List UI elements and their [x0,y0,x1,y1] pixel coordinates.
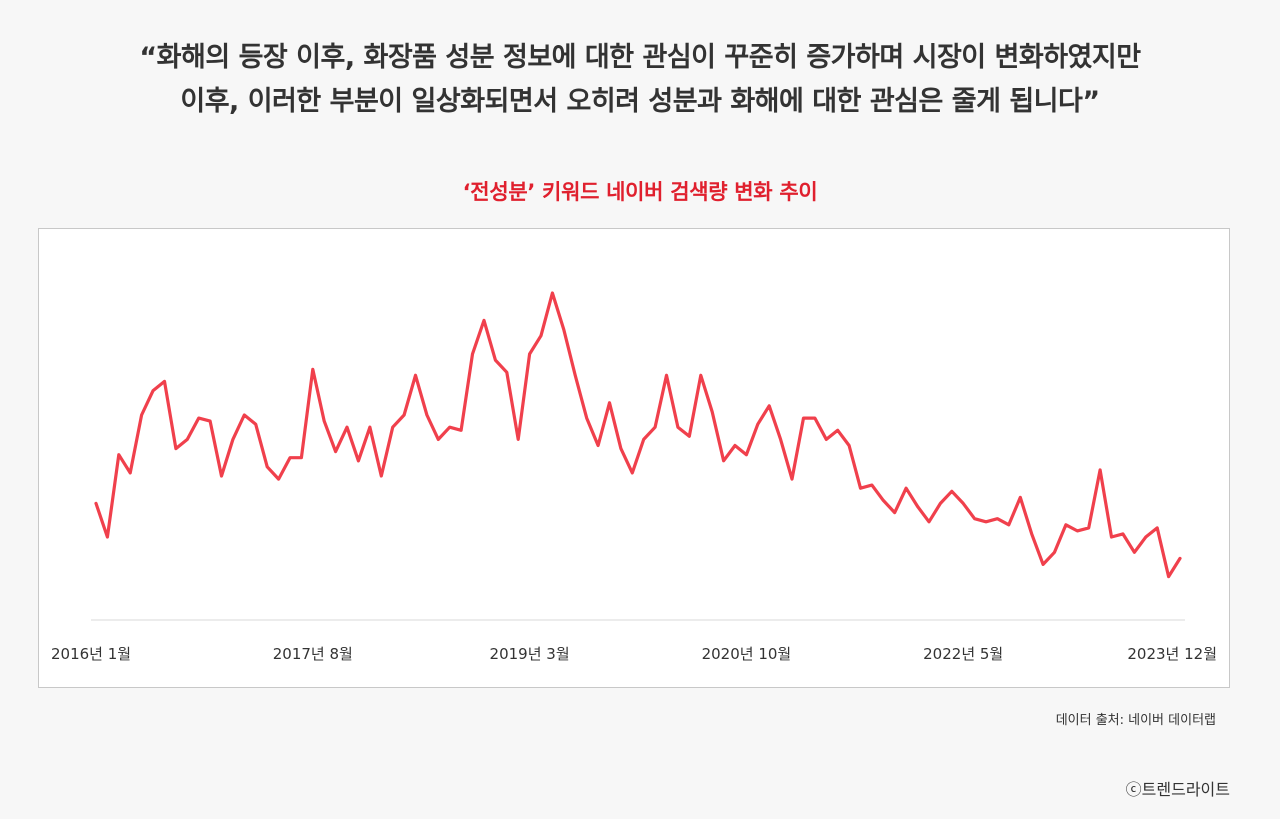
line-chart: 2016년 1월 2017년 8월 2019년 3월 2020년 10월 2022년 5… [51,291,1217,663]
chart-title: ‘전성분’ 키워드 네이버 검색량 변화 추이 [462,180,818,204]
series-line [94,291,1182,579]
x-tick-label: 2020년 10월 [702,645,792,663]
x-tick-label: 2023년 12월 [1127,645,1217,663]
x-tick-label: 2022년 5월 [923,645,1003,663]
x-tick-label: 2019년 3월 [490,645,570,663]
x-tick-label: 2017년 8월 [273,645,353,663]
headline-quote: “화해의 등장 이후, 화장품 성분 정보에 대한 관심이 꾸준히 증가하며 시… [0,36,1280,124]
quote-line-1: “화해의 등장 이후, 화장품 성분 정보에 대한 관심이 꾸준히 증가하며 시… [139,42,1141,73]
data-source: 데이터 출처: 네이버 데이터랩 [1055,713,1216,728]
x-tick-label: 2016년 1월 [51,645,131,663]
chart-panel: 2016년 1월 2017년 8월 2019년 3월 2020년 10월 2022년 5… [38,228,1230,688]
copyright: ⓒ트렌드라이트 [1125,780,1230,799]
quote-line-2: 이후, 이러한 부분이 일상화되면서 오히려 성분과 화해에 대한 관심은 줄게… [180,86,1100,117]
